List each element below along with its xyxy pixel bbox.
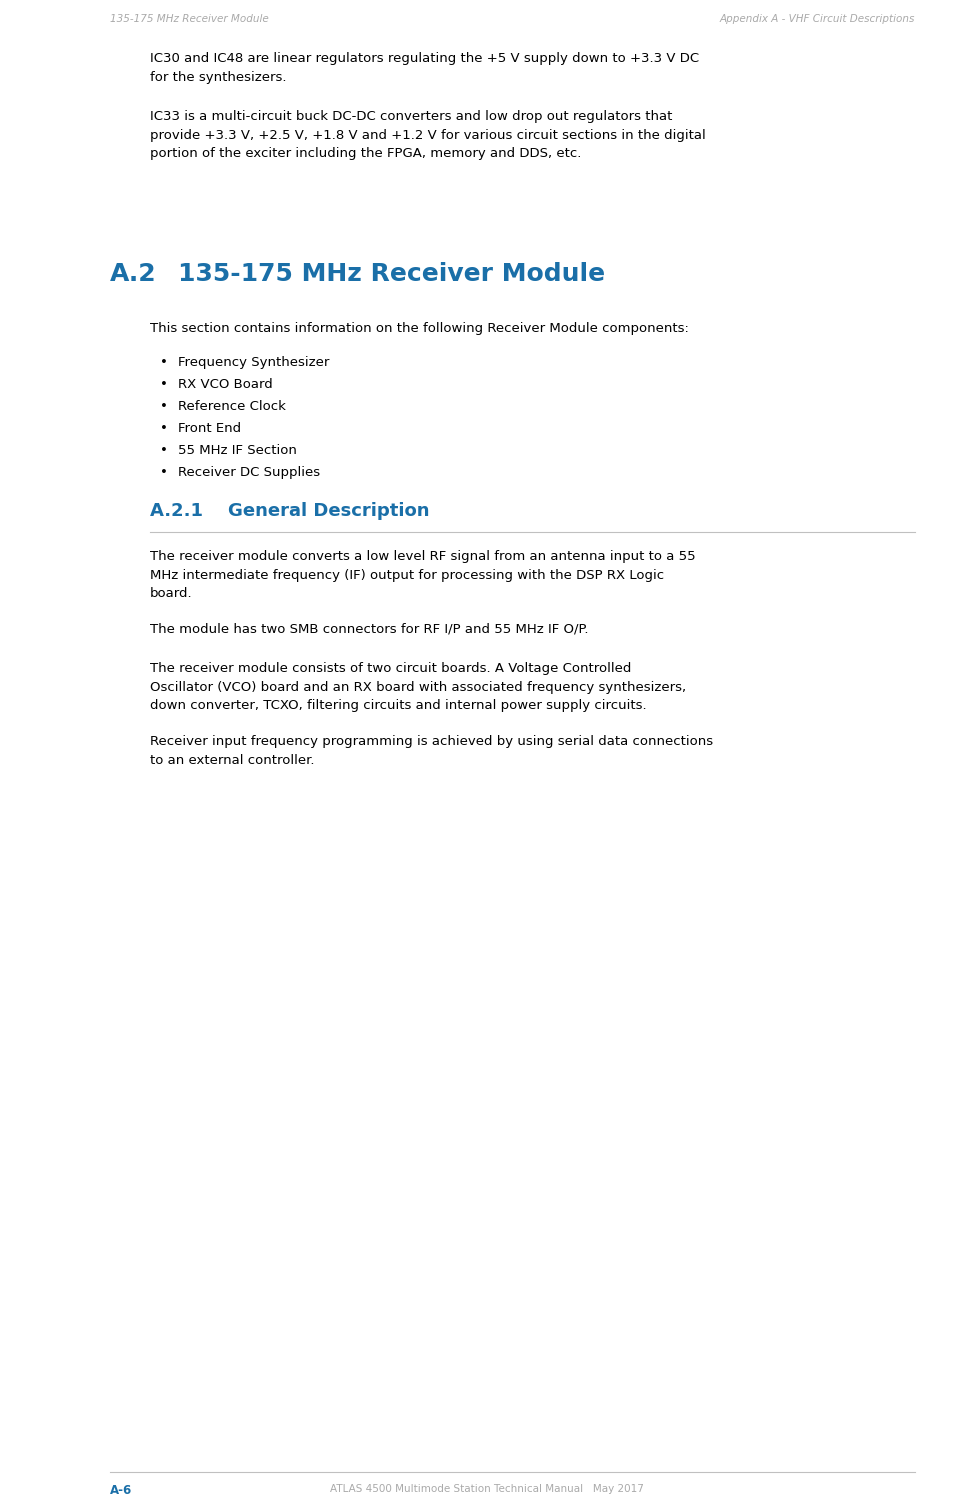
Text: 55 MHz IF Section: 55 MHz IF Section	[178, 444, 297, 457]
Text: RX VCO Board: RX VCO Board	[178, 378, 272, 391]
Text: Frequency Synthesizer: Frequency Synthesizer	[178, 355, 330, 369]
Text: The receiver module converts a low level RF signal from an antenna input to a 55: The receiver module converts a low level…	[150, 550, 696, 600]
Text: A-6: A-6	[110, 1484, 132, 1498]
Text: A.2: A.2	[110, 262, 157, 286]
Text: 135-175 MHz Receiver Module: 135-175 MHz Receiver Module	[110, 13, 269, 24]
Text: IC30 and IC48 are linear regulators regulating the +5 V supply down to +3.3 V DC: IC30 and IC48 are linear regulators regu…	[150, 52, 700, 84]
Text: •: •	[160, 355, 168, 369]
Text: •: •	[160, 378, 168, 391]
Text: Receiver input frequency programming is achieved by using serial data connection: Receiver input frequency programming is …	[150, 735, 713, 766]
Text: •: •	[160, 444, 168, 457]
Text: 135-175 MHz Receiver Module: 135-175 MHz Receiver Module	[178, 262, 605, 286]
Text: The receiver module consists of two circuit boards. A Voltage Controlled
Oscilla: The receiver module consists of two circ…	[150, 663, 686, 712]
Text: Reference Clock: Reference Clock	[178, 400, 286, 414]
Text: This section contains information on the following Receiver Module components:: This section contains information on the…	[150, 322, 689, 334]
Text: ATLAS 4500 Multimode Station Technical Manual   May 2017: ATLAS 4500 Multimode Station Technical M…	[330, 1484, 643, 1495]
Text: •: •	[160, 423, 168, 435]
Text: IC33 is a multi-circuit buck DC-DC converters and low drop out regulators that
p: IC33 is a multi-circuit buck DC-DC conve…	[150, 109, 705, 160]
Text: The module has two SMB connectors for RF I/P and 55 MHz IF O/P.: The module has two SMB connectors for RF…	[150, 622, 589, 636]
Text: •: •	[160, 466, 168, 480]
Text: A.2.1    General Description: A.2.1 General Description	[150, 502, 429, 520]
Text: •: •	[160, 400, 168, 414]
Text: Receiver DC Supplies: Receiver DC Supplies	[178, 466, 320, 480]
Text: Appendix A - VHF Circuit Descriptions: Appendix A - VHF Circuit Descriptions	[720, 13, 915, 24]
Text: Front End: Front End	[178, 423, 241, 435]
